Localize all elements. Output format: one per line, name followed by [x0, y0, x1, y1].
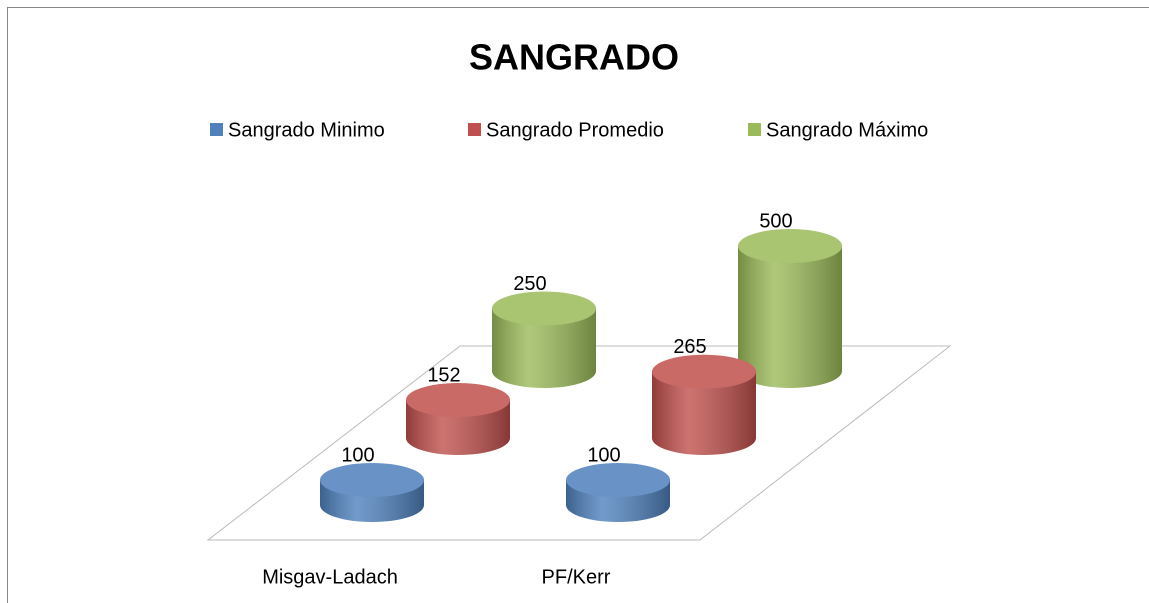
legend-label: Sangrado Minimo: [228, 119, 385, 141]
legend-swatch: [748, 123, 761, 136]
data-label: 100: [587, 444, 620, 466]
floor: [206, 345, 952, 541]
cylinder-top-light: [492, 291, 596, 326]
cylinder-top-light: [566, 463, 670, 497]
cylinder-top: [652, 354, 756, 389]
cylinder: [652, 354, 756, 455]
cylinder: [566, 463, 670, 522]
data-label: 250: [513, 273, 546, 295]
cylinder-shade: [492, 308, 596, 388]
chart-title: SANGRADO: [469, 37, 679, 78]
cylinder-top: [320, 463, 424, 497]
data-label: 100: [341, 444, 374, 466]
cylinder-top: [492, 291, 596, 326]
legend-label: Sangrado Máximo: [766, 119, 928, 141]
chart-border: [7, 7, 1149, 603]
cylinder-top: [738, 229, 842, 263]
legend-swatch: [210, 123, 223, 136]
cylinder-shade: [652, 371, 756, 455]
cylinder-top-light: [652, 354, 756, 389]
cylinder: [738, 229, 842, 388]
cylinder-top: [406, 383, 510, 417]
data-label: 265: [673, 336, 706, 358]
cylinder: [320, 463, 424, 522]
x-tick-label: PF/Kerr: [542, 566, 611, 588]
cylinder-top: [566, 463, 670, 497]
cylinder-top-light: [406, 383, 510, 417]
legend-swatch: [468, 123, 481, 136]
cylinder: [492, 291, 596, 388]
cylinder-shade: [738, 246, 842, 388]
data-label: 500: [759, 210, 792, 232]
legend-label: Sangrado Promedio: [486, 119, 664, 141]
x-tick-label: Misgav-Ladach: [262, 566, 398, 588]
cylinder-top-light: [738, 229, 842, 263]
cylinder: [406, 383, 510, 455]
data-label: 152: [427, 364, 460, 386]
cylinder-top-light: [320, 463, 424, 497]
